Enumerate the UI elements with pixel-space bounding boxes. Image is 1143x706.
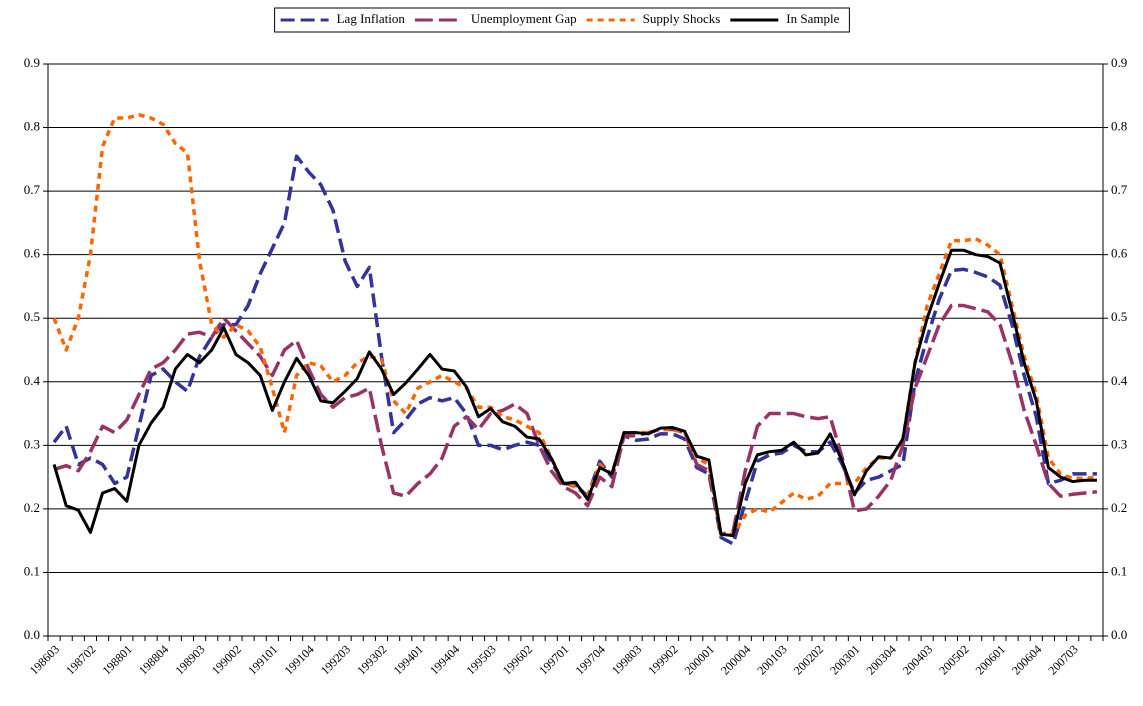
x-tick-label: 199101 bbox=[245, 642, 280, 677]
y-tick-label: 0.0 bbox=[24, 627, 40, 642]
x-tick-label: 198804 bbox=[136, 642, 171, 677]
x-tick-label: 200304 bbox=[863, 642, 898, 677]
y2-tick-label: 0.7 bbox=[1111, 182, 1128, 197]
legend-label: Lag Inflation bbox=[337, 11, 406, 26]
y-tick-label: 0.1 bbox=[24, 563, 40, 578]
x-tick-label: 200202 bbox=[791, 642, 826, 677]
y-tick-label: 0.3 bbox=[24, 436, 40, 451]
y2-tick-label: 0.4 bbox=[1111, 373, 1128, 388]
y2-tick-label: 0.1 bbox=[1111, 563, 1127, 578]
legend-label: Unemployment Gap bbox=[471, 11, 577, 26]
x-tick-label: 198702 bbox=[63, 642, 98, 677]
series-line bbox=[53, 303, 1098, 537]
legend-label: In Sample bbox=[786, 11, 839, 26]
x-tick-label: 199704 bbox=[572, 642, 607, 677]
x-tick-label: 200103 bbox=[754, 642, 789, 677]
y-tick-label: 0.6 bbox=[24, 246, 41, 261]
y2-tick-label: 0.8 bbox=[1111, 119, 1127, 134]
y-tick-label: 0.2 bbox=[24, 500, 40, 515]
legend-label: Supply Shocks bbox=[643, 11, 721, 26]
x-tick-label: 199503 bbox=[463, 642, 498, 677]
x-tick-label: 199404 bbox=[427, 642, 462, 677]
x-tick-label: 200601 bbox=[973, 642, 1008, 677]
x-tick-label: 200604 bbox=[1009, 642, 1044, 677]
x-tick-label: 199602 bbox=[500, 642, 535, 677]
x-tick-label: 200004 bbox=[718, 642, 753, 677]
x-tick-label: 199803 bbox=[609, 642, 644, 677]
y2-tick-label: 0.3 bbox=[1111, 436, 1127, 451]
y2-tick-label: 0.2 bbox=[1111, 500, 1127, 515]
y-tick-label: 0.9 bbox=[24, 55, 40, 70]
x-tick-label: 200001 bbox=[682, 642, 717, 677]
x-tick-label: 199002 bbox=[209, 642, 244, 677]
x-tick-label: 200502 bbox=[936, 642, 971, 677]
y2-tick-label: 0.5 bbox=[1111, 309, 1127, 324]
y-tick-label: 0.5 bbox=[24, 309, 40, 324]
x-tick-label: 198903 bbox=[172, 642, 207, 677]
y-tick-label: 0.4 bbox=[24, 373, 41, 388]
y2-tick-label: 0.6 bbox=[1111, 246, 1128, 261]
x-tick-label: 199104 bbox=[281, 642, 316, 677]
x-tick-label: 199302 bbox=[354, 642, 389, 677]
x-tick-label: 198801 bbox=[100, 642, 135, 677]
y-tick-label: 0.7 bbox=[24, 182, 41, 197]
x-tick-label: 198603 bbox=[27, 642, 62, 677]
x-tick-label: 199701 bbox=[536, 642, 571, 677]
y2-tick-label: 0.0 bbox=[1111, 627, 1127, 642]
y2-tick-label: 0.9 bbox=[1111, 55, 1127, 70]
x-tick-label: 199203 bbox=[318, 642, 353, 677]
x-tick-label: 200301 bbox=[827, 642, 862, 677]
x-tick-label: 200403 bbox=[900, 642, 935, 677]
x-tick-label: 200703 bbox=[1045, 642, 1080, 677]
x-tick-label: 199401 bbox=[391, 642, 426, 677]
y-tick-label: 0.8 bbox=[24, 119, 40, 134]
series-line bbox=[52, 113, 1098, 537]
series-line bbox=[52, 248, 1097, 538]
x-tick-label: 199902 bbox=[645, 642, 680, 677]
